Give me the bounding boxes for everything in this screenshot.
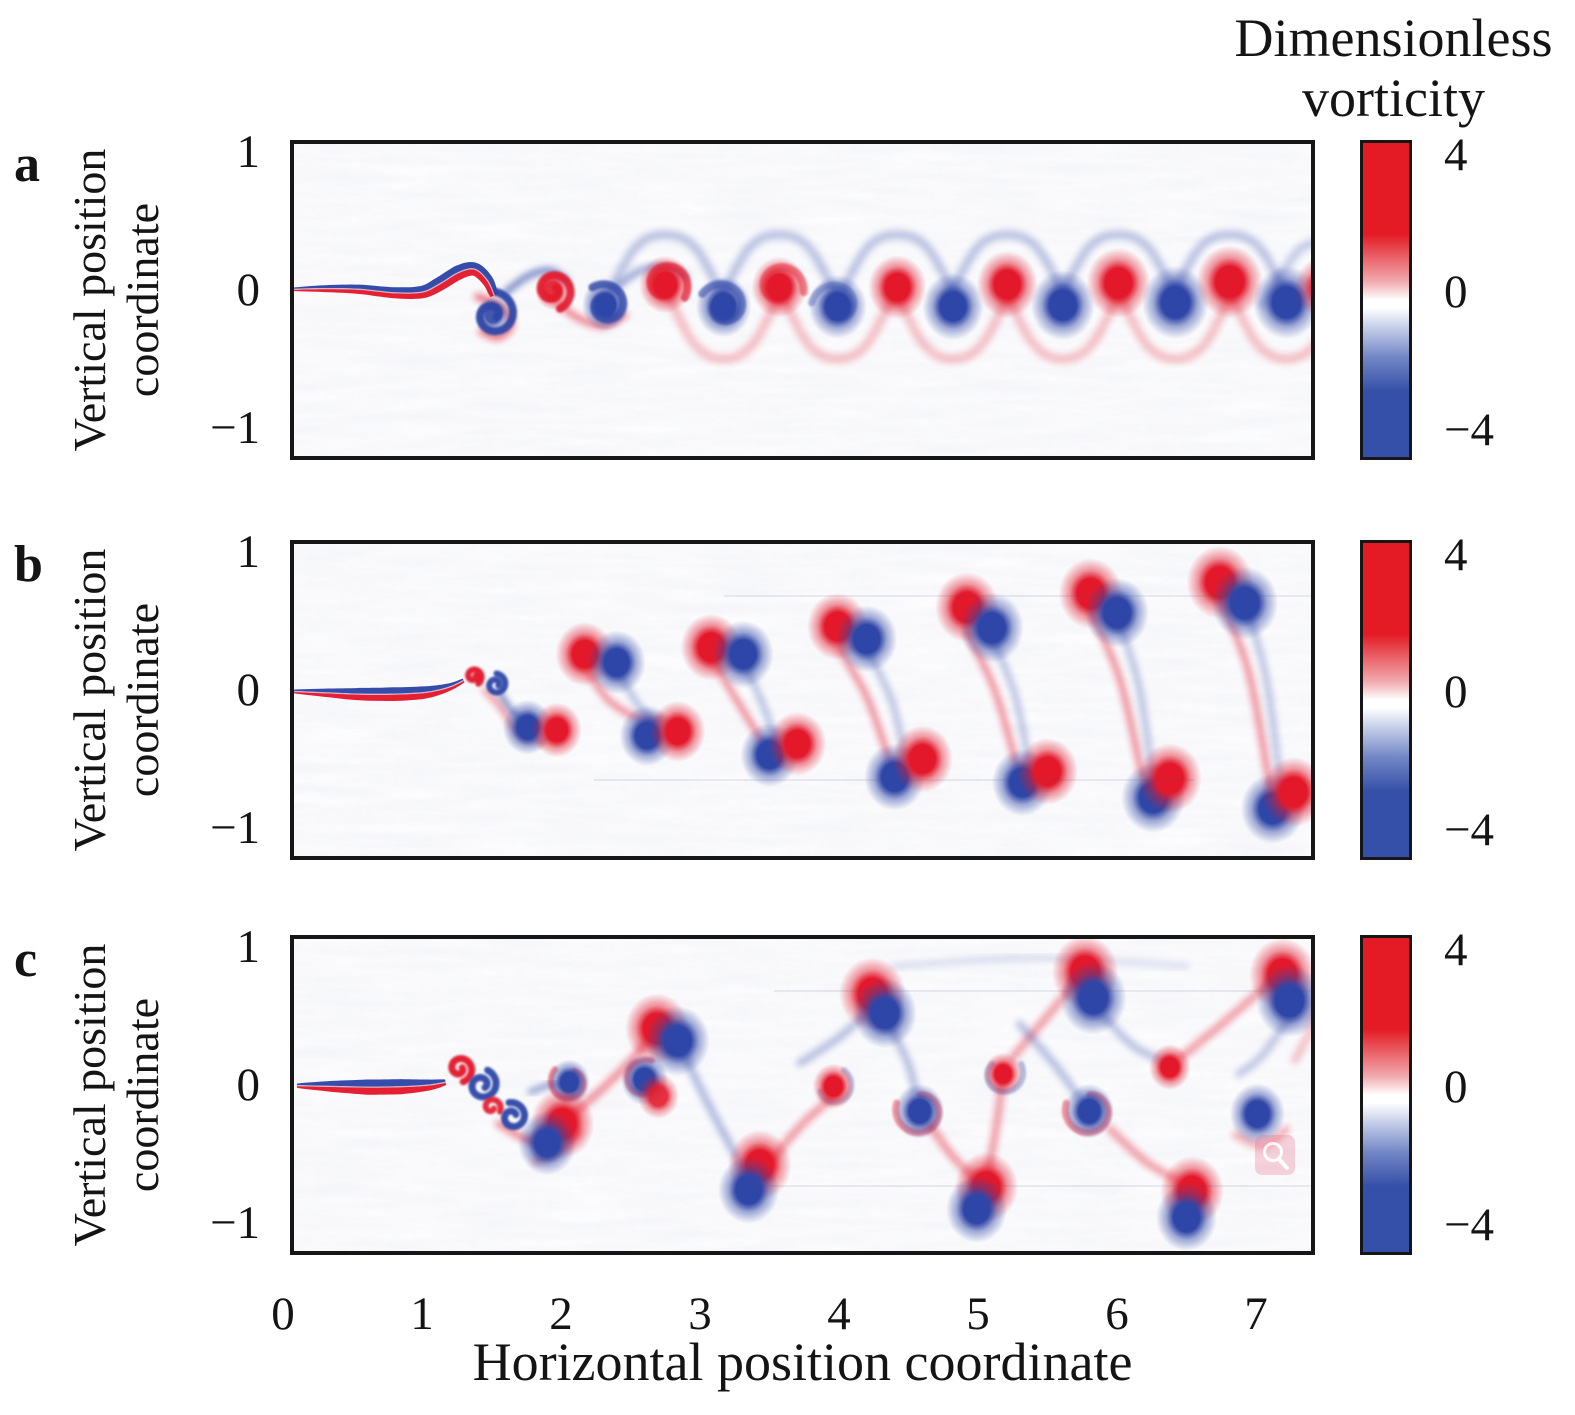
y-tick-b-0: 0 bbox=[236, 664, 261, 716]
x-tick-2: 2 bbox=[549, 1288, 573, 1340]
x-tick-0: 0 bbox=[271, 1288, 295, 1340]
colorbar-tick-b-4: 4 bbox=[1444, 529, 1468, 581]
y-tick-c-1: 1 bbox=[236, 921, 261, 973]
colorbar-tick-a-m4: −4 bbox=[1444, 404, 1495, 456]
vorticity-plot-b bbox=[290, 540, 1315, 860]
y-axis-title-b-line1: Vertical position bbox=[64, 548, 115, 852]
y-tick-a-1: 1 bbox=[236, 126, 261, 178]
x-tick-1: 1 bbox=[410, 1288, 434, 1340]
y-tick-b-m1: −1 bbox=[209, 802, 260, 854]
x-tick-4: 4 bbox=[827, 1288, 851, 1340]
colorbar-title-line2: vorticity bbox=[1302, 68, 1485, 128]
y-tick-a-m1: −1 bbox=[209, 402, 260, 454]
y-tick-c-0: 0 bbox=[236, 1059, 261, 1111]
colorbar-tick-b-0: 0 bbox=[1444, 666, 1468, 718]
y-tick-a-0: 0 bbox=[236, 264, 261, 316]
colorbar-a bbox=[1360, 140, 1412, 460]
y-tick-c-m1: −1 bbox=[209, 1197, 260, 1249]
colorbar-tick-b-m4: −4 bbox=[1444, 804, 1495, 856]
y-axis-title-c-line1: Vertical position bbox=[64, 943, 115, 1247]
colorbar-b bbox=[1360, 540, 1412, 860]
x-tick-3: 3 bbox=[688, 1288, 712, 1340]
vorticity-field-b bbox=[294, 544, 1311, 856]
panel-label-b: b bbox=[14, 536, 43, 593]
colorbar-tick-c-m4: −4 bbox=[1444, 1199, 1495, 1251]
colorbar-title-line1: Dimensionless bbox=[1234, 8, 1553, 68]
colorbar-c bbox=[1360, 935, 1412, 1255]
x-tick-5: 5 bbox=[966, 1288, 990, 1340]
x-axis-title: Horizontal position coordinate bbox=[472, 1332, 1133, 1392]
panel-label-c: c bbox=[14, 931, 38, 988]
vorticity-plot-a bbox=[290, 140, 1315, 460]
vorticity-field-c bbox=[294, 939, 1311, 1251]
x-tick-6: 6 bbox=[1105, 1288, 1129, 1340]
y-axis-title-a-line1: Vertical position bbox=[64, 148, 115, 452]
magnifier-watermark-icon bbox=[1255, 1135, 1295, 1175]
colorbar-tick-c-0: 0 bbox=[1444, 1061, 1468, 1113]
colorbar-title: Dimensionless vorticity bbox=[1212, 8, 1575, 128]
colorbar-tick-a-4: 4 bbox=[1444, 129, 1468, 181]
colorbar-tick-c-4: 4 bbox=[1444, 924, 1468, 976]
vorticity-plot-c bbox=[290, 935, 1315, 1255]
vorticity-field-a bbox=[294, 144, 1311, 456]
panel-label-a: a bbox=[14, 136, 40, 193]
colorbar-tick-a-0: 0 bbox=[1444, 266, 1468, 318]
x-tick-7: 7 bbox=[1244, 1288, 1268, 1340]
y-tick-b-1: 1 bbox=[236, 526, 261, 578]
